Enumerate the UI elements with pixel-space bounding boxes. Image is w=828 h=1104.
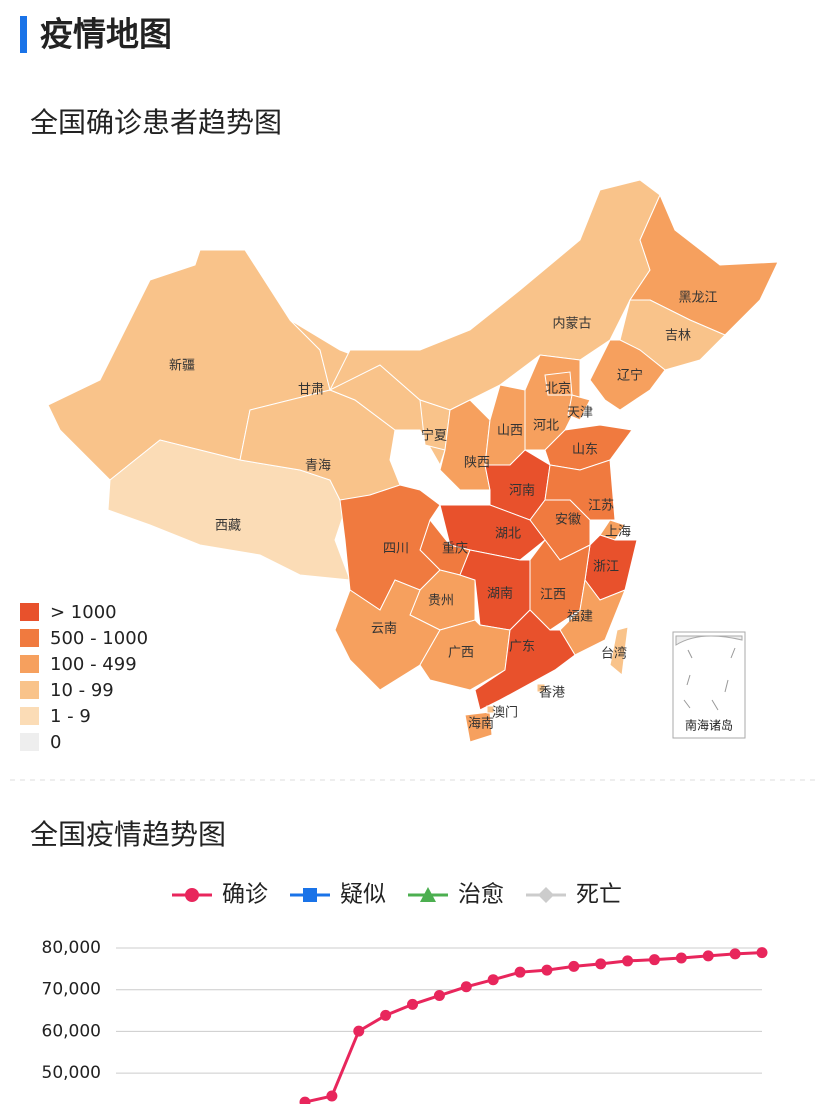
y-tick-label: 70,000 xyxy=(42,980,101,1000)
legend-swatch xyxy=(20,655,39,673)
inset-coast xyxy=(675,635,743,646)
province-shape xyxy=(629,193,779,336)
legend-label: 确诊 xyxy=(222,882,268,908)
inset-islands xyxy=(683,647,736,711)
marker xyxy=(460,981,472,993)
marker xyxy=(185,888,199,902)
legend-swatch xyxy=(20,733,39,751)
marker xyxy=(407,998,419,1010)
legend-swatch xyxy=(20,707,39,725)
province-label: 福建 xyxy=(567,610,593,625)
marker xyxy=(622,955,634,967)
legend-label: 死亡 xyxy=(576,882,622,908)
inset-box xyxy=(672,631,746,739)
marker xyxy=(702,950,714,962)
y-tick-label: 80,000 xyxy=(42,938,101,958)
marker xyxy=(756,947,768,959)
legend-swatch xyxy=(20,681,39,699)
province-label: 山东 xyxy=(572,443,598,458)
province-label: 贵州 xyxy=(428,594,454,609)
province-label: 西藏 xyxy=(215,519,241,534)
province-label: 陕西 xyxy=(464,456,490,471)
header-title: 疫情地图 xyxy=(40,15,172,54)
province-label: 吉林 xyxy=(665,329,691,344)
province-label: 澳门 xyxy=(492,705,518,721)
marker xyxy=(595,958,607,970)
province-label: 浙江 xyxy=(593,560,619,575)
province-shape xyxy=(567,394,591,421)
legend-swatch xyxy=(20,629,39,647)
province-shape xyxy=(559,578,626,656)
marker xyxy=(353,1025,365,1037)
marker xyxy=(568,960,580,972)
province-label: 江西 xyxy=(540,588,566,603)
province-label: 青海 xyxy=(305,459,331,474)
line-chart: 全国疫情趋势图 50,000 60,000 70,000 80,000 确诊 疑似 治愈 死亡 xyxy=(30,818,768,1104)
marker xyxy=(729,948,741,960)
province-label: 广西 xyxy=(448,646,474,661)
legend-label: 1 - 9 xyxy=(50,706,91,727)
marker xyxy=(299,1096,311,1104)
province-label: 河北 xyxy=(533,419,559,434)
province-label: 北京 xyxy=(545,382,571,397)
province-label: 山西 xyxy=(497,424,523,439)
header-accent xyxy=(20,16,27,53)
province-label: 宁夏 xyxy=(421,428,447,444)
province-shape xyxy=(536,683,546,693)
province-label: 台湾 xyxy=(601,646,627,662)
inset-label: 南海诸岛 xyxy=(685,718,733,733)
province-label: 湖南 xyxy=(487,586,513,602)
legend-label: 100 - 499 xyxy=(50,654,137,675)
map-title: 全国确诊患者趋势图 xyxy=(30,106,282,139)
legend-label: 治愈 xyxy=(458,882,504,908)
province-label: 新疆 xyxy=(169,358,195,374)
legend-label: 500 - 1000 xyxy=(50,628,148,649)
marker xyxy=(648,954,660,966)
province-shape xyxy=(609,626,629,676)
province-label: 安徽 xyxy=(555,513,581,528)
province-label: 广东 xyxy=(509,640,535,655)
legend-label: 0 xyxy=(50,732,61,753)
province-label: 辽宁 xyxy=(617,368,643,384)
marker xyxy=(303,888,317,902)
y-tick-label: 50,000 xyxy=(42,1063,101,1083)
province-label: 重庆 xyxy=(442,541,468,557)
province-label: 四川 xyxy=(383,542,409,557)
province-shape xyxy=(589,339,666,411)
province-shape xyxy=(486,705,495,714)
province-label: 江苏 xyxy=(588,498,614,514)
series-line xyxy=(304,951,763,1104)
province-label: 湖北 xyxy=(495,527,521,542)
province-label: 天津 xyxy=(567,406,593,421)
marker xyxy=(380,1009,392,1021)
province-label: 上海 xyxy=(605,525,631,540)
marker xyxy=(326,1090,338,1102)
marker xyxy=(487,974,499,986)
marker xyxy=(538,887,554,903)
marker xyxy=(541,964,553,976)
marker xyxy=(420,887,436,902)
province-shape xyxy=(474,609,576,711)
province-label: 海南 xyxy=(468,716,494,732)
legend-label: > 1000 xyxy=(50,602,117,623)
marker xyxy=(433,990,445,1002)
province-label: 河南 xyxy=(509,483,535,499)
legend-label: 疑似 xyxy=(340,882,386,908)
marker xyxy=(675,952,687,964)
province-label: 黑龙江 xyxy=(678,291,717,306)
marker xyxy=(514,966,526,978)
y-tick-label: 60,000 xyxy=(42,1021,101,1041)
chart-title: 全国疫情趋势图 xyxy=(30,818,226,851)
province-shape xyxy=(239,389,401,511)
province-label: 内蒙古 xyxy=(552,316,591,332)
province-shape xyxy=(464,711,493,743)
province-label: 甘肃 xyxy=(298,383,324,398)
province-label: 香港 xyxy=(539,686,565,701)
province-label: 云南 xyxy=(371,621,397,637)
legend-swatch xyxy=(20,603,39,621)
legend-label: 10 - 99 xyxy=(50,680,114,701)
